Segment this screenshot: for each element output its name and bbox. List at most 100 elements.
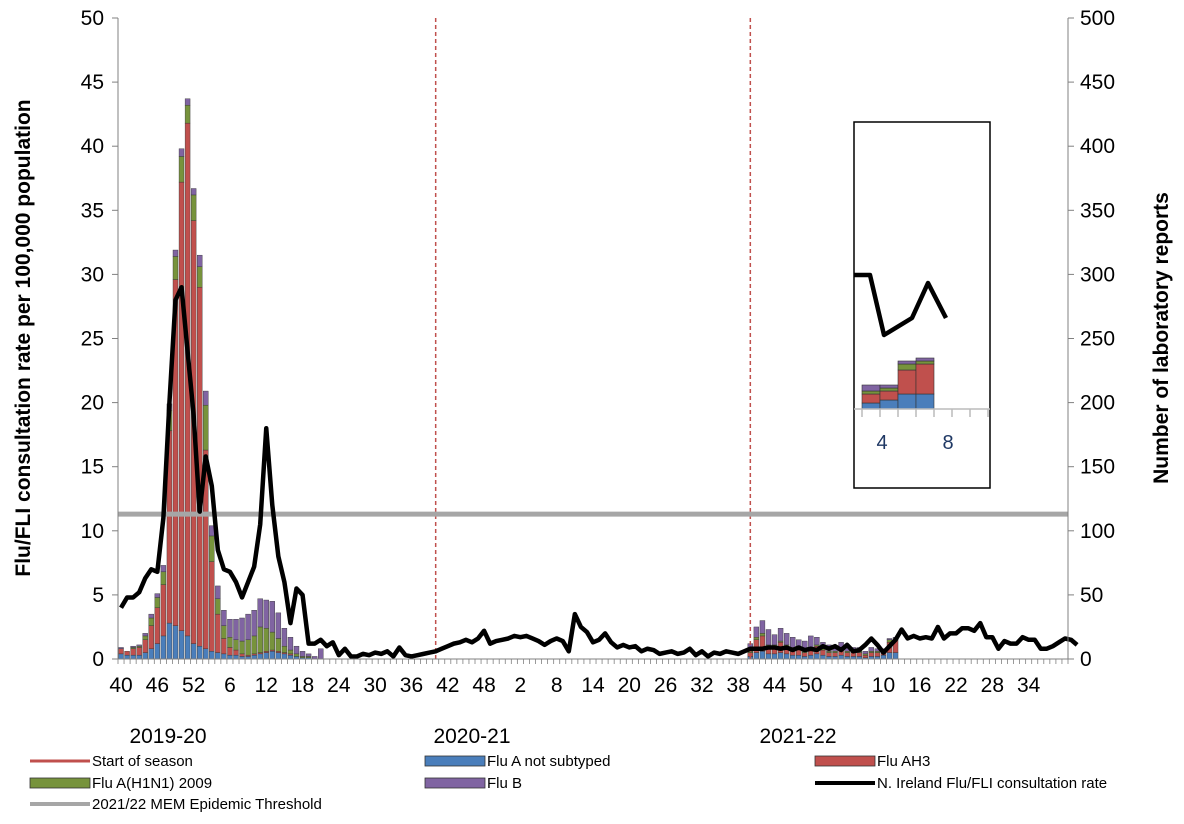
inset-frame <box>853 121 991 489</box>
legend-label-h1n1: Flu A(H1N1) 2009 <box>92 775 212 792</box>
bar-flu-a-not-subtyped <box>814 653 820 660</box>
bar-flu-a-not-subtyped <box>838 654 844 660</box>
inset-bar-flu-a-not-subtyped <box>915 393 935 410</box>
bar-flu-b <box>148 613 154 619</box>
bar-flu-ah1n1 <box>293 653 300 657</box>
bar-flu-a-not-subtyped <box>172 625 179 660</box>
bar-flu-b <box>154 593 161 598</box>
bar-flu-b <box>239 617 245 642</box>
bar-flu-b <box>287 637 294 651</box>
inset-rate-line <box>854 272 949 338</box>
bar-flu-a-not-subtyped <box>209 651 215 660</box>
bar-flu-ah1n1 <box>251 635 257 655</box>
bar-flu-b <box>203 390 209 406</box>
bar-flu-ah1n1 <box>197 266 203 288</box>
bar-flu-b <box>275 612 282 639</box>
stacked-bars <box>118 98 899 660</box>
bar-flu-a-not-subtyped <box>197 645 203 660</box>
inset-bar-flu-a-not-subtyped <box>861 402 881 410</box>
bar-flu-ah3 <box>221 638 227 655</box>
bar-flu-a-not-subtyped <box>124 654 130 660</box>
bar-flu-a-not-subtyped <box>880 654 887 660</box>
bar-flu-ah1n1 <box>203 404 209 451</box>
bar-flu-b <box>299 651 306 657</box>
y-tick-label: 20 <box>81 392 104 415</box>
bar-flu-ah3 <box>142 639 148 653</box>
bar-flu-ah1n1 <box>148 617 154 626</box>
bar-flu-ah3 <box>124 651 130 656</box>
bar-flu-ah3 <box>148 625 154 649</box>
bar-flu-a-not-subtyped <box>227 654 233 660</box>
x-tick-label: 26 <box>654 674 677 697</box>
y2-tick-label: 100 <box>1080 520 1115 543</box>
y2-tick-label: 450 <box>1080 71 1115 94</box>
inset-tick-label: 4 <box>876 432 887 454</box>
bar-flu-ah3 <box>832 652 838 657</box>
bar-flu-b <box>263 599 269 629</box>
y2-tick-label: 350 <box>1080 199 1115 222</box>
bar-flu-b <box>197 254 203 267</box>
bar-flu-a-not-subtyped <box>118 653 124 660</box>
y-tick-label: 25 <box>81 328 104 351</box>
x-tick-label: 24 <box>327 674 351 697</box>
y2-tick-label: 500 <box>1080 7 1115 30</box>
legend: Start of season Flu A not subtyped Flu AH3… <box>29 753 1107 813</box>
bar-flu-a-not-subtyped <box>892 652 899 660</box>
bar-flu-ah3 <box>874 652 881 657</box>
bar-flu-b <box>245 613 251 640</box>
season-labels: 2019-20 2020-21 2021-22 <box>129 725 836 748</box>
bar-flu-a-not-subtyped <box>275 652 282 660</box>
x-tick-label: 42 <box>436 674 459 697</box>
bar-flu-ah1n1 <box>227 637 233 648</box>
bar-flu-ah1n1 <box>233 639 239 651</box>
x-tick-label: 10 <box>872 674 895 697</box>
bar-flu-a-not-subtyped <box>203 648 209 660</box>
bar-flu-a-not-subtyped <box>251 654 257 660</box>
inset-bar-flu-a-not-subtyped <box>897 393 917 410</box>
bar-flu-ah3 <box>802 652 808 657</box>
bar-flu-a-not-subtyped <box>221 653 227 660</box>
y2-tick-label: 300 <box>1080 263 1115 286</box>
bar-flu-a-not-subtyped <box>796 654 802 660</box>
y-tick-label: 0 <box>92 648 104 671</box>
bar-flu-b <box>190 188 197 196</box>
y-tick-label: 5 <box>92 584 104 607</box>
start-of-season-lines <box>434 18 752 659</box>
bar-flu-a-not-subtyped <box>130 654 136 660</box>
bar-flu-ah1n1 <box>287 649 294 655</box>
y2-axis-ticks: 0 50 100 150 200 250 300 350 400 450 500 <box>1068 7 1115 671</box>
bar-flu-ah1n1 <box>160 571 167 585</box>
y2-tick-label: 50 <box>1080 584 1103 607</box>
inset-bar-flu-ah3 <box>861 393 881 404</box>
legend-swatch-a_ns <box>424 755 486 767</box>
bar-flu-ah1n1 <box>178 156 185 183</box>
x-tick-label: 6 <box>224 674 236 697</box>
legend-swatch-b <box>424 777 486 789</box>
bar-flu-a-not-subtyped <box>281 653 288 660</box>
bar-flu-ah1n1 <box>257 626 263 653</box>
bar-flu-b <box>172 249 179 257</box>
bar-flu-a-not-subtyped <box>759 651 766 660</box>
bar-flu-ah1n1 <box>239 640 245 655</box>
y-tick-label: 35 <box>81 199 104 222</box>
inset-bar-flu-b <box>915 357 935 362</box>
bar-flu-ah1n1 <box>209 535 215 562</box>
bar-flu-b <box>136 644 142 647</box>
bar-flu-ah3 <box>233 649 239 656</box>
inset-bar-flu-ah3 <box>915 363 935 395</box>
bar-flu-a-not-subtyped <box>765 653 772 660</box>
bar-flu-b <box>233 619 239 640</box>
bar-flu-b <box>771 634 778 646</box>
bar-flu-ah1n1 <box>275 638 282 652</box>
x-axis-ticks: 40 46 52 6 12 18 24 30 36 42 48 2 8 14 20 26 32 38 44 50 4 10… <box>109 659 1069 697</box>
legend-label-start: Start of season <box>92 753 193 770</box>
legend-label-rate: N. Ireland Flu/FLI consultation rate <box>877 775 1107 792</box>
inset-bar-flu-a-not-subtyped <box>879 399 899 410</box>
x-tick-label: 20 <box>618 674 641 697</box>
bar-flu-a-not-subtyped <box>820 654 826 660</box>
bar-flu-ah1n1 <box>221 625 227 639</box>
bar-flu-b <box>305 653 312 657</box>
legend-label-thresh: 2021/22 MEM Epidemic Threshold <box>92 796 322 813</box>
